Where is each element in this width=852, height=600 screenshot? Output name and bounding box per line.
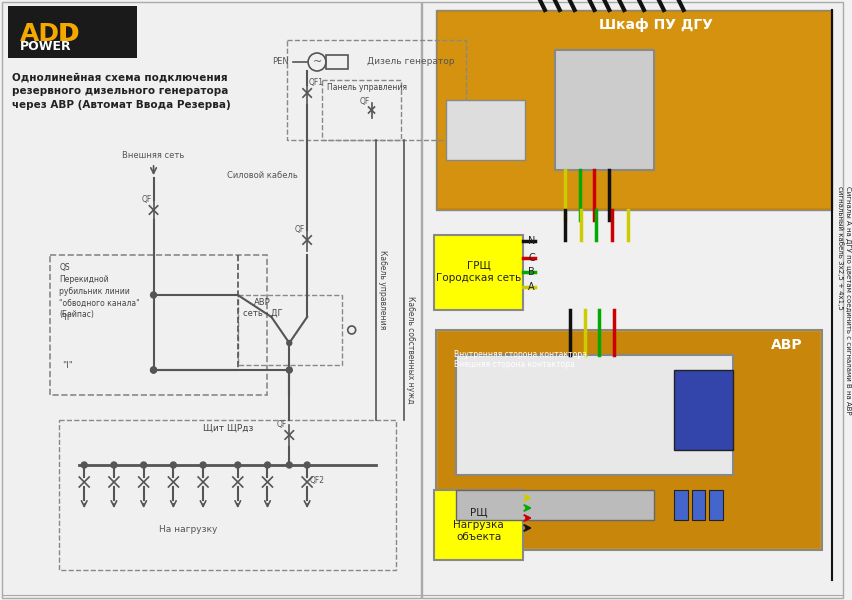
Text: АВР
сеть - ДГ: АВР сеть - ДГ <box>243 298 282 317</box>
Text: "I": "I" <box>62 361 72 370</box>
Text: Внешняя сторона контактора: Внешняя сторона контактора <box>453 360 574 369</box>
Bar <box>673 490 687 520</box>
Bar <box>325 55 348 69</box>
Text: QF: QF <box>359 97 369 106</box>
Bar <box>455 355 732 475</box>
Bar <box>2 2 421 598</box>
Circle shape <box>111 462 117 468</box>
Text: QF: QF <box>277 421 287 430</box>
Text: QF2: QF2 <box>310 476 325 485</box>
Text: РЩ
Нагрузка
объекта: РЩ Нагрузка объекта <box>452 508 504 542</box>
Text: POWER: POWER <box>20 40 72 53</box>
Text: N: N <box>527 236 535 246</box>
Text: Однолинейная схема подключения
резервного дизельного генератора
через АВР (Автом: Однолинейная схема подключения резервног… <box>12 72 230 110</box>
Text: QF1: QF1 <box>308 79 324 88</box>
Circle shape <box>264 462 270 468</box>
Bar <box>554 50 653 170</box>
Text: Дизель генератор: Дизель генератор <box>366 58 453 67</box>
Circle shape <box>286 340 291 346</box>
Bar <box>8 6 136 58</box>
Text: АВР: АВР <box>770 338 802 352</box>
Text: A: A <box>527 282 534 292</box>
Circle shape <box>170 462 176 468</box>
Bar <box>435 10 832 210</box>
Circle shape <box>141 462 147 468</box>
Circle shape <box>151 367 157 373</box>
Text: Щит ЩРдз: Щит ЩРдз <box>203 424 253 433</box>
Text: ГРЩ
Городская сеть: ГРЩ Городская сеть <box>435 261 521 283</box>
Circle shape <box>304 462 310 468</box>
Bar <box>455 490 653 520</box>
Text: ~: ~ <box>312 57 321 67</box>
Bar <box>434 235 522 310</box>
Bar <box>435 330 821 550</box>
Text: Внутренняя сторона контактора: Внутренняя сторона контактора <box>453 350 586 359</box>
Text: Силовой кабель: Силовой кабель <box>227 170 297 179</box>
Bar <box>287 40 465 140</box>
Text: PEN: PEN <box>273 58 289 67</box>
Bar <box>446 100 525 160</box>
Bar <box>437 332 820 548</box>
Circle shape <box>151 367 157 373</box>
Text: Внешняя сеть: Внешняя сеть <box>123 151 185 160</box>
Circle shape <box>200 462 206 468</box>
Text: "II": "II" <box>60 313 74 323</box>
Text: ADD: ADD <box>20 22 80 46</box>
Text: Шкаф ПУ ДГУ: Шкаф ПУ ДГУ <box>599 18 712 32</box>
Text: Кабель собственных нужд: Кабель собственных нужд <box>406 296 415 404</box>
Text: QF: QF <box>141 196 152 205</box>
Bar <box>709 490 722 520</box>
Circle shape <box>81 462 87 468</box>
Text: C: C <box>527 253 534 263</box>
Text: Сигналы А на ДГУ по цветам соединить с сигналами В на АВР
сигнальный кабель 3х2,: Сигналы А на ДГУ по цветам соединить с с… <box>836 185 850 415</box>
Text: B: B <box>527 267 534 277</box>
Bar <box>691 490 705 520</box>
Bar <box>238 295 342 365</box>
Bar <box>49 255 268 395</box>
Bar <box>60 420 396 570</box>
Text: QF: QF <box>295 226 305 235</box>
Text: QS
Перекидной
рубильник линии
"обводного канала"
(Байпас): QS Перекидной рубильник линии "обводного… <box>60 263 140 319</box>
Bar <box>437 12 829 208</box>
Circle shape <box>151 292 157 298</box>
Circle shape <box>234 462 240 468</box>
Bar <box>321 80 400 140</box>
Circle shape <box>286 462 292 468</box>
Text: Панель управления: Панель управления <box>326 83 406 92</box>
Text: Кабель управления: Кабель управления <box>378 250 387 329</box>
Text: D: D <box>57 22 78 46</box>
Bar <box>422 2 842 598</box>
Bar <box>434 490 522 560</box>
Circle shape <box>286 367 292 373</box>
Bar <box>673 370 732 450</box>
Text: На нагрузку: На нагрузку <box>158 525 217 534</box>
